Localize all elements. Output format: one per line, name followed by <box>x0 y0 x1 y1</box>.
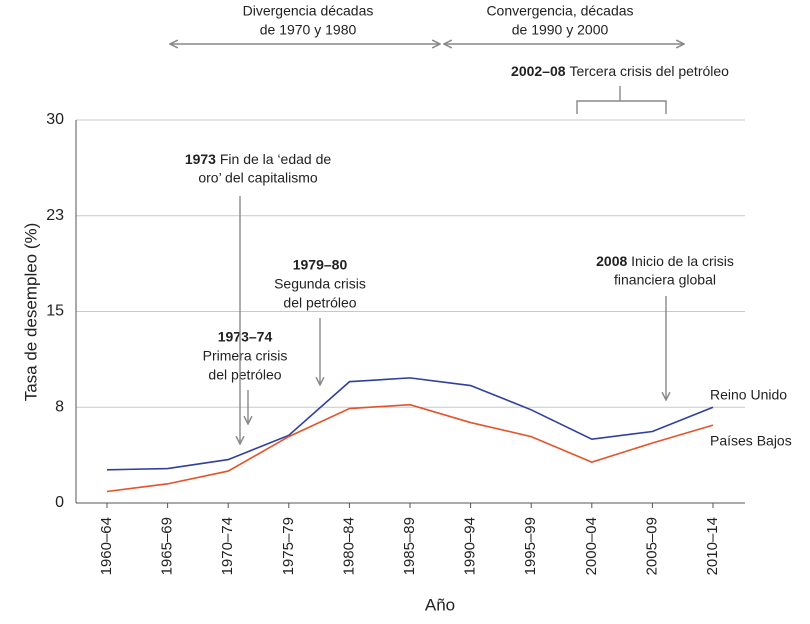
y-tick-label: 23 <box>46 207 64 224</box>
x-tick-label: 2000–04 <box>583 517 600 575</box>
series-label: Países Bajos <box>710 433 792 449</box>
annotation: financiera global <box>614 272 716 288</box>
series-label: Reino Unido <box>710 387 787 403</box>
annotation: 2008 Inicio de la crisis <box>596 253 734 269</box>
x-tick-label: 1980–84 <box>340 517 357 575</box>
x-tick-label: 2010–14 <box>704 517 721 575</box>
period-label: de 1990 y 2000 <box>512 22 609 38</box>
y-axis-label: Tasa de desempleo (%) <box>21 223 40 402</box>
period-label: Divergencia décadas <box>243 3 374 19</box>
annotation-bold: 2008 <box>596 253 627 269</box>
annotation: Segunda crisis <box>274 276 366 292</box>
x-axis-label: Año <box>425 595 455 614</box>
y-tick-label: 8 <box>55 398 64 415</box>
annotation: del petróleo <box>208 367 281 383</box>
x-tick-label: 1990–94 <box>462 517 479 575</box>
x-tick-label: 1975–79 <box>280 517 297 575</box>
annotation-bold: 2002–08 <box>511 63 566 79</box>
x-tick-label: 1995–99 <box>522 517 539 575</box>
annotation-text: Inicio de la crisis <box>631 253 734 269</box>
x-tick-label: 1960–64 <box>98 517 115 575</box>
y-tick-label: 15 <box>46 303 64 320</box>
period-label: de 1970 y 1980 <box>260 22 357 38</box>
series-line <box>106 377 714 471</box>
period-label: Convergencia, décadas <box>486 3 633 19</box>
annotation-bold: 1973 <box>185 151 216 167</box>
y-tick-label: 0 <box>55 494 64 511</box>
x-tick-label: 1965–69 <box>159 517 176 575</box>
y-tick-label: 30 <box>46 111 64 128</box>
x-tick-label: 1970–74 <box>219 517 236 575</box>
annotation: oro’ del capitalismo <box>198 170 318 186</box>
annotation-bold: 1973–74 <box>218 329 273 345</box>
annotation-bracket <box>576 86 667 114</box>
annotation: 2002–08 Tercera crisis del petróleo <box>511 63 729 79</box>
series-line <box>106 403 714 493</box>
annotation-text: Tercera crisis del petróleo <box>569 63 729 79</box>
annotation-bold: 1979–80 <box>293 257 348 273</box>
x-tick-label: 2005–09 <box>643 517 660 575</box>
x-tick-label: 1985–89 <box>401 517 418 575</box>
annotation: del petróleo <box>283 295 356 311</box>
annotation: 1973 Fin de la ‘edad de <box>185 151 332 167</box>
annotation-text: Fin de la ‘edad de <box>220 151 332 167</box>
annotation: Primera crisis <box>203 348 288 364</box>
